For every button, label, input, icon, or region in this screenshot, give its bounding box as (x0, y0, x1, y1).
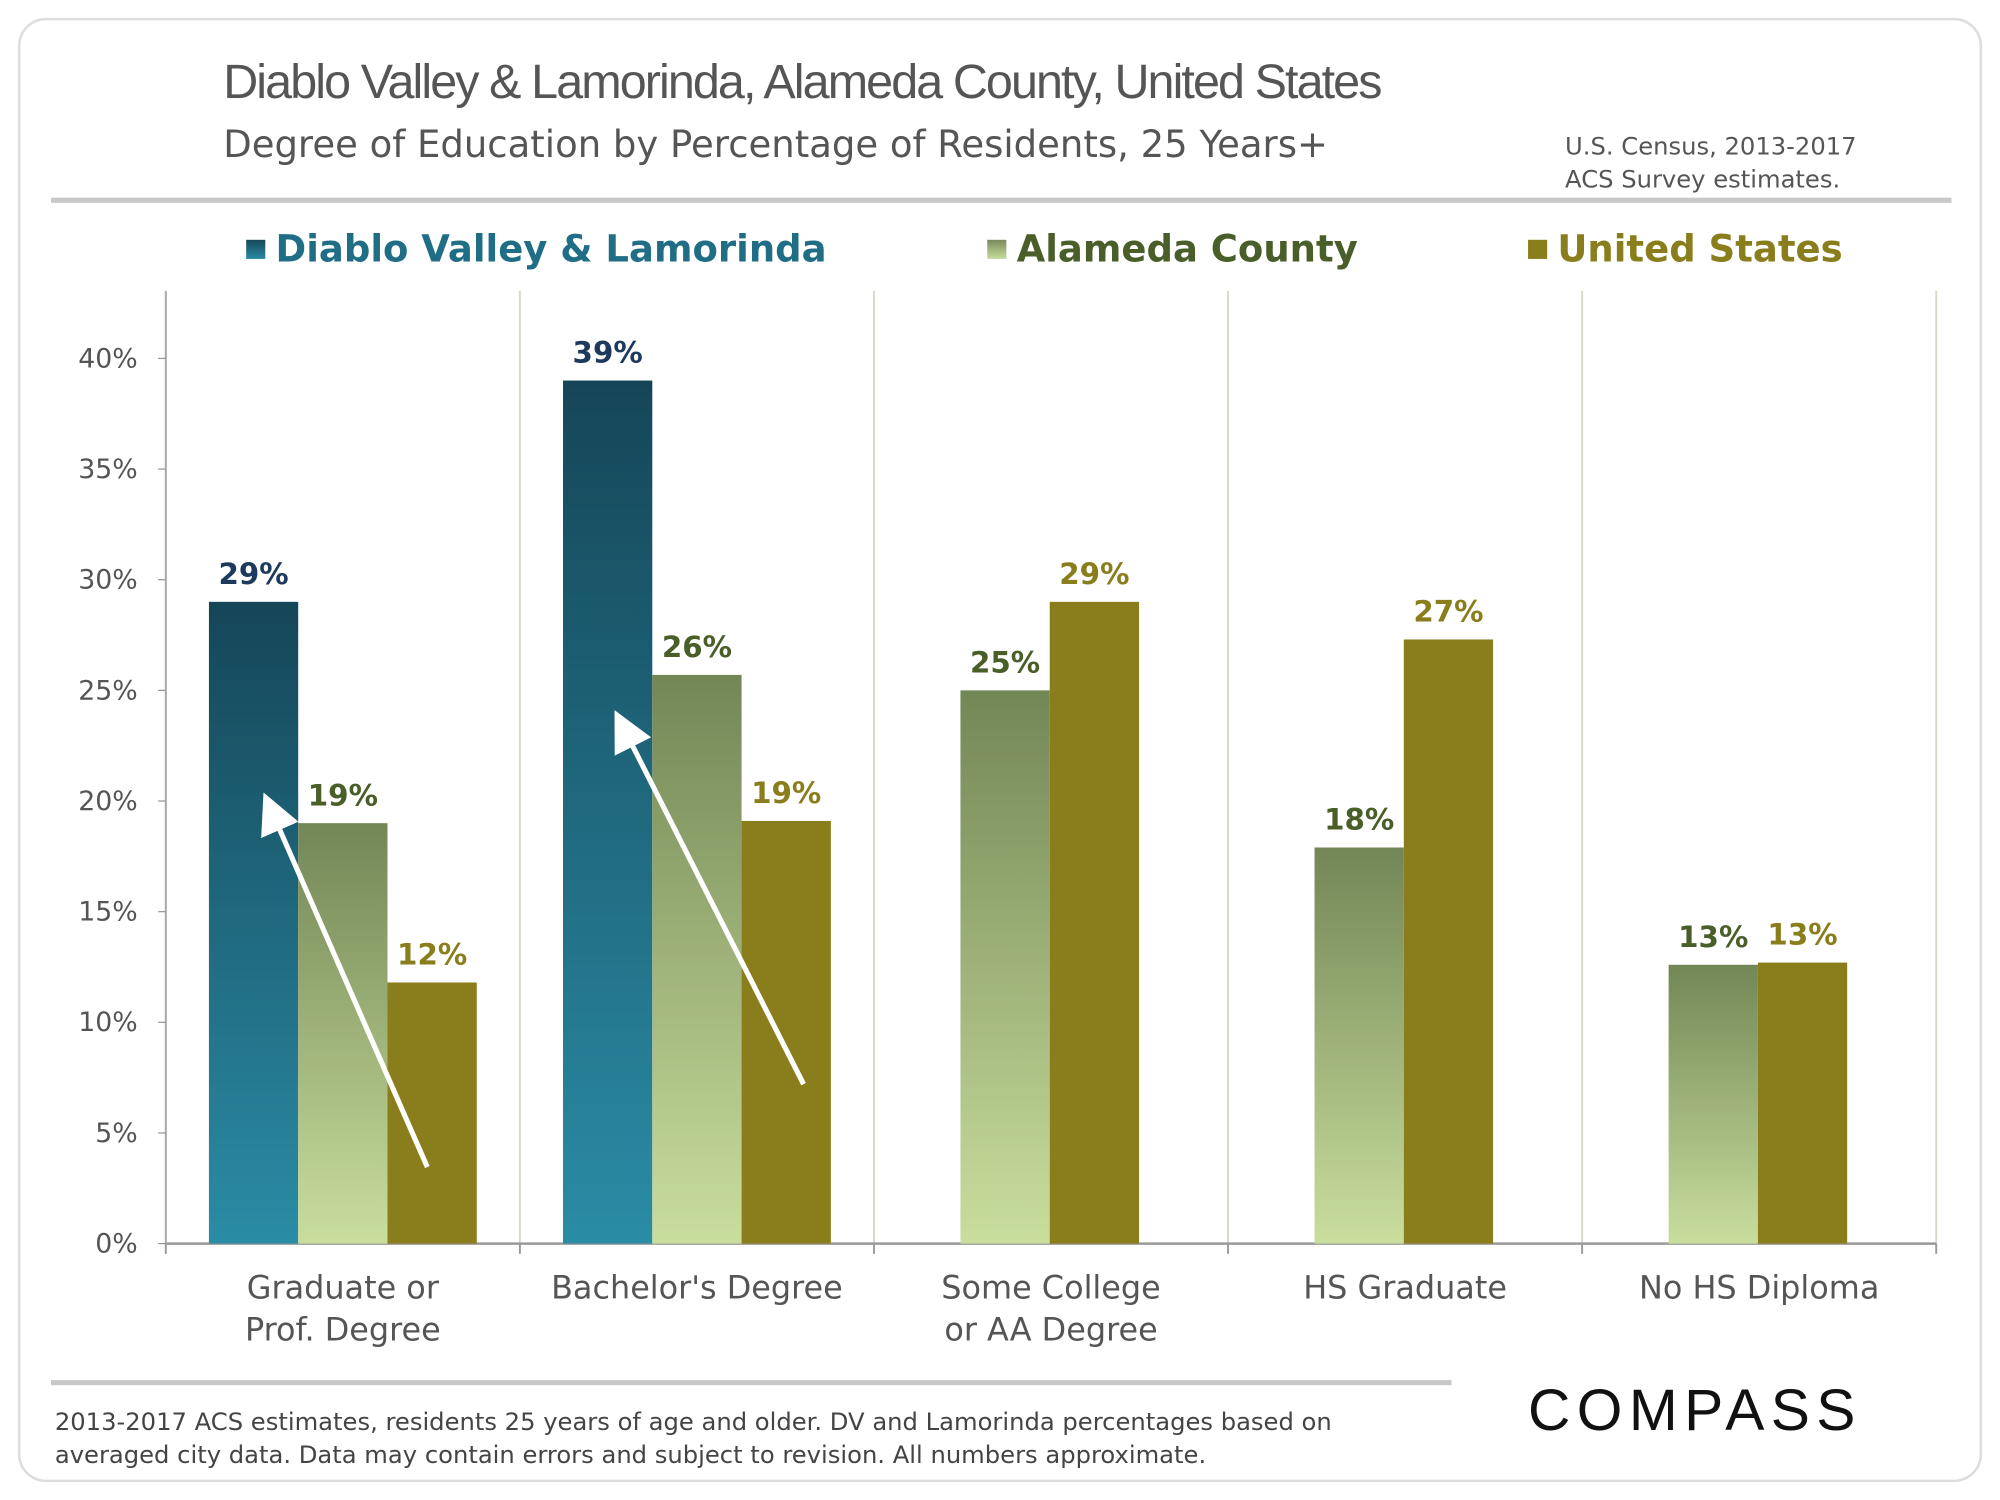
source-line-1: U.S. Census, 2013-2017 (1565, 132, 1857, 161)
footnote: 2013-2017 ACS estimates, residents 25 ye… (55, 1406, 1332, 1472)
y-tick-label: 30% (78, 565, 138, 596)
bar (1049, 601, 1140, 1244)
legend-swatch (1528, 239, 1548, 259)
data-label: 26% (662, 630, 732, 664)
source-note: U.S. Census, 2013-2017 ACS Survey estimat… (1565, 130, 1857, 196)
category-label: or AA Degree (944, 1311, 1157, 1349)
bar (1314, 847, 1404, 1244)
chart-frame (17, 17, 1983, 1483)
header-divider (51, 197, 1952, 203)
bar (652, 674, 742, 1244)
y-tick-label: 40% (78, 343, 138, 374)
y-tick-label: 0% (95, 1229, 137, 1260)
chart-title: Diablo Valley & Lamorinda, Alameda Count… (223, 56, 1382, 110)
trend-arrow (261, 792, 430, 1169)
legend-label: Diablo Valley & Lamorinda (275, 227, 827, 271)
data-label: 39% (573, 336, 643, 370)
legend-swatch (987, 239, 1007, 259)
category-label: Some College (941, 1268, 1160, 1306)
y-tick-label: 15% (78, 897, 138, 928)
bar (208, 601, 299, 1244)
data-label: 18% (1324, 803, 1394, 837)
data-label: 13% (1767, 918, 1837, 952)
bar (298, 823, 388, 1244)
bar (563, 380, 653, 1244)
y-tick-label: 35% (78, 454, 138, 485)
category-label: Bachelor's Degree (551, 1268, 843, 1306)
bar (1757, 962, 1848, 1244)
y-tick-label: 25% (78, 675, 138, 706)
y-tick-label: 10% (78, 1007, 138, 1038)
legend-label: United States (1557, 227, 1843, 271)
bar (960, 690, 1050, 1244)
footnote-line-2: averaged city data. Data may contain err… (54, 1441, 1207, 1470)
bar (1403, 639, 1494, 1244)
legend-label: Alameda County (1016, 227, 1358, 271)
legend-item-alameda: Alameda County (987, 227, 1358, 270)
data-label: 29% (1059, 557, 1129, 591)
data-label: 12% (397, 938, 467, 972)
legend-swatch (246, 239, 266, 259)
data-label: 19% (308, 778, 378, 812)
category-label: HS Graduate (1303, 1268, 1507, 1306)
chart-subtitle: Degree of Education by Percentage of Res… (223, 122, 1329, 166)
compass-logo: COMPASS (1528, 1376, 1862, 1443)
data-label: 13% (1678, 920, 1748, 954)
bar (741, 820, 831, 1244)
category-label: Graduate or (247, 1268, 440, 1306)
source-line-2: ACS Survey estimates. (1565, 165, 1841, 194)
footnote-line-1: 2013-2017 ACS estimates, residents 25 ye… (54, 1408, 1332, 1437)
footer-divider (51, 1380, 1452, 1386)
data-label: 27% (1413, 595, 1483, 629)
y-tick-label: 20% (78, 786, 138, 817)
legend-item-us: United States (1528, 227, 1843, 270)
data-label: 19% (751, 776, 821, 810)
legend-item-dv: Diablo Valley & Lamorinda (246, 227, 827, 271)
data-label: 29% (218, 557, 288, 591)
trend-arrow (614, 710, 806, 1086)
data-label: 25% (970, 646, 1040, 680)
y-tick-label: 5% (95, 1118, 137, 1149)
bar (1668, 964, 1758, 1244)
category-label: No HS Diploma (1639, 1268, 1879, 1306)
category-label: Prof. Degree (245, 1311, 441, 1349)
